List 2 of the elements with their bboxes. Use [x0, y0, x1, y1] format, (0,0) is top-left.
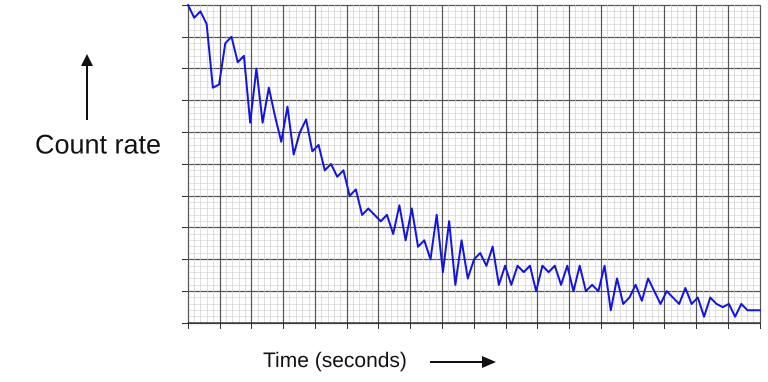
y-axis-title: Count rate	[35, 130, 162, 160]
x-axis-title: Time (seconds)	[263, 349, 407, 372]
